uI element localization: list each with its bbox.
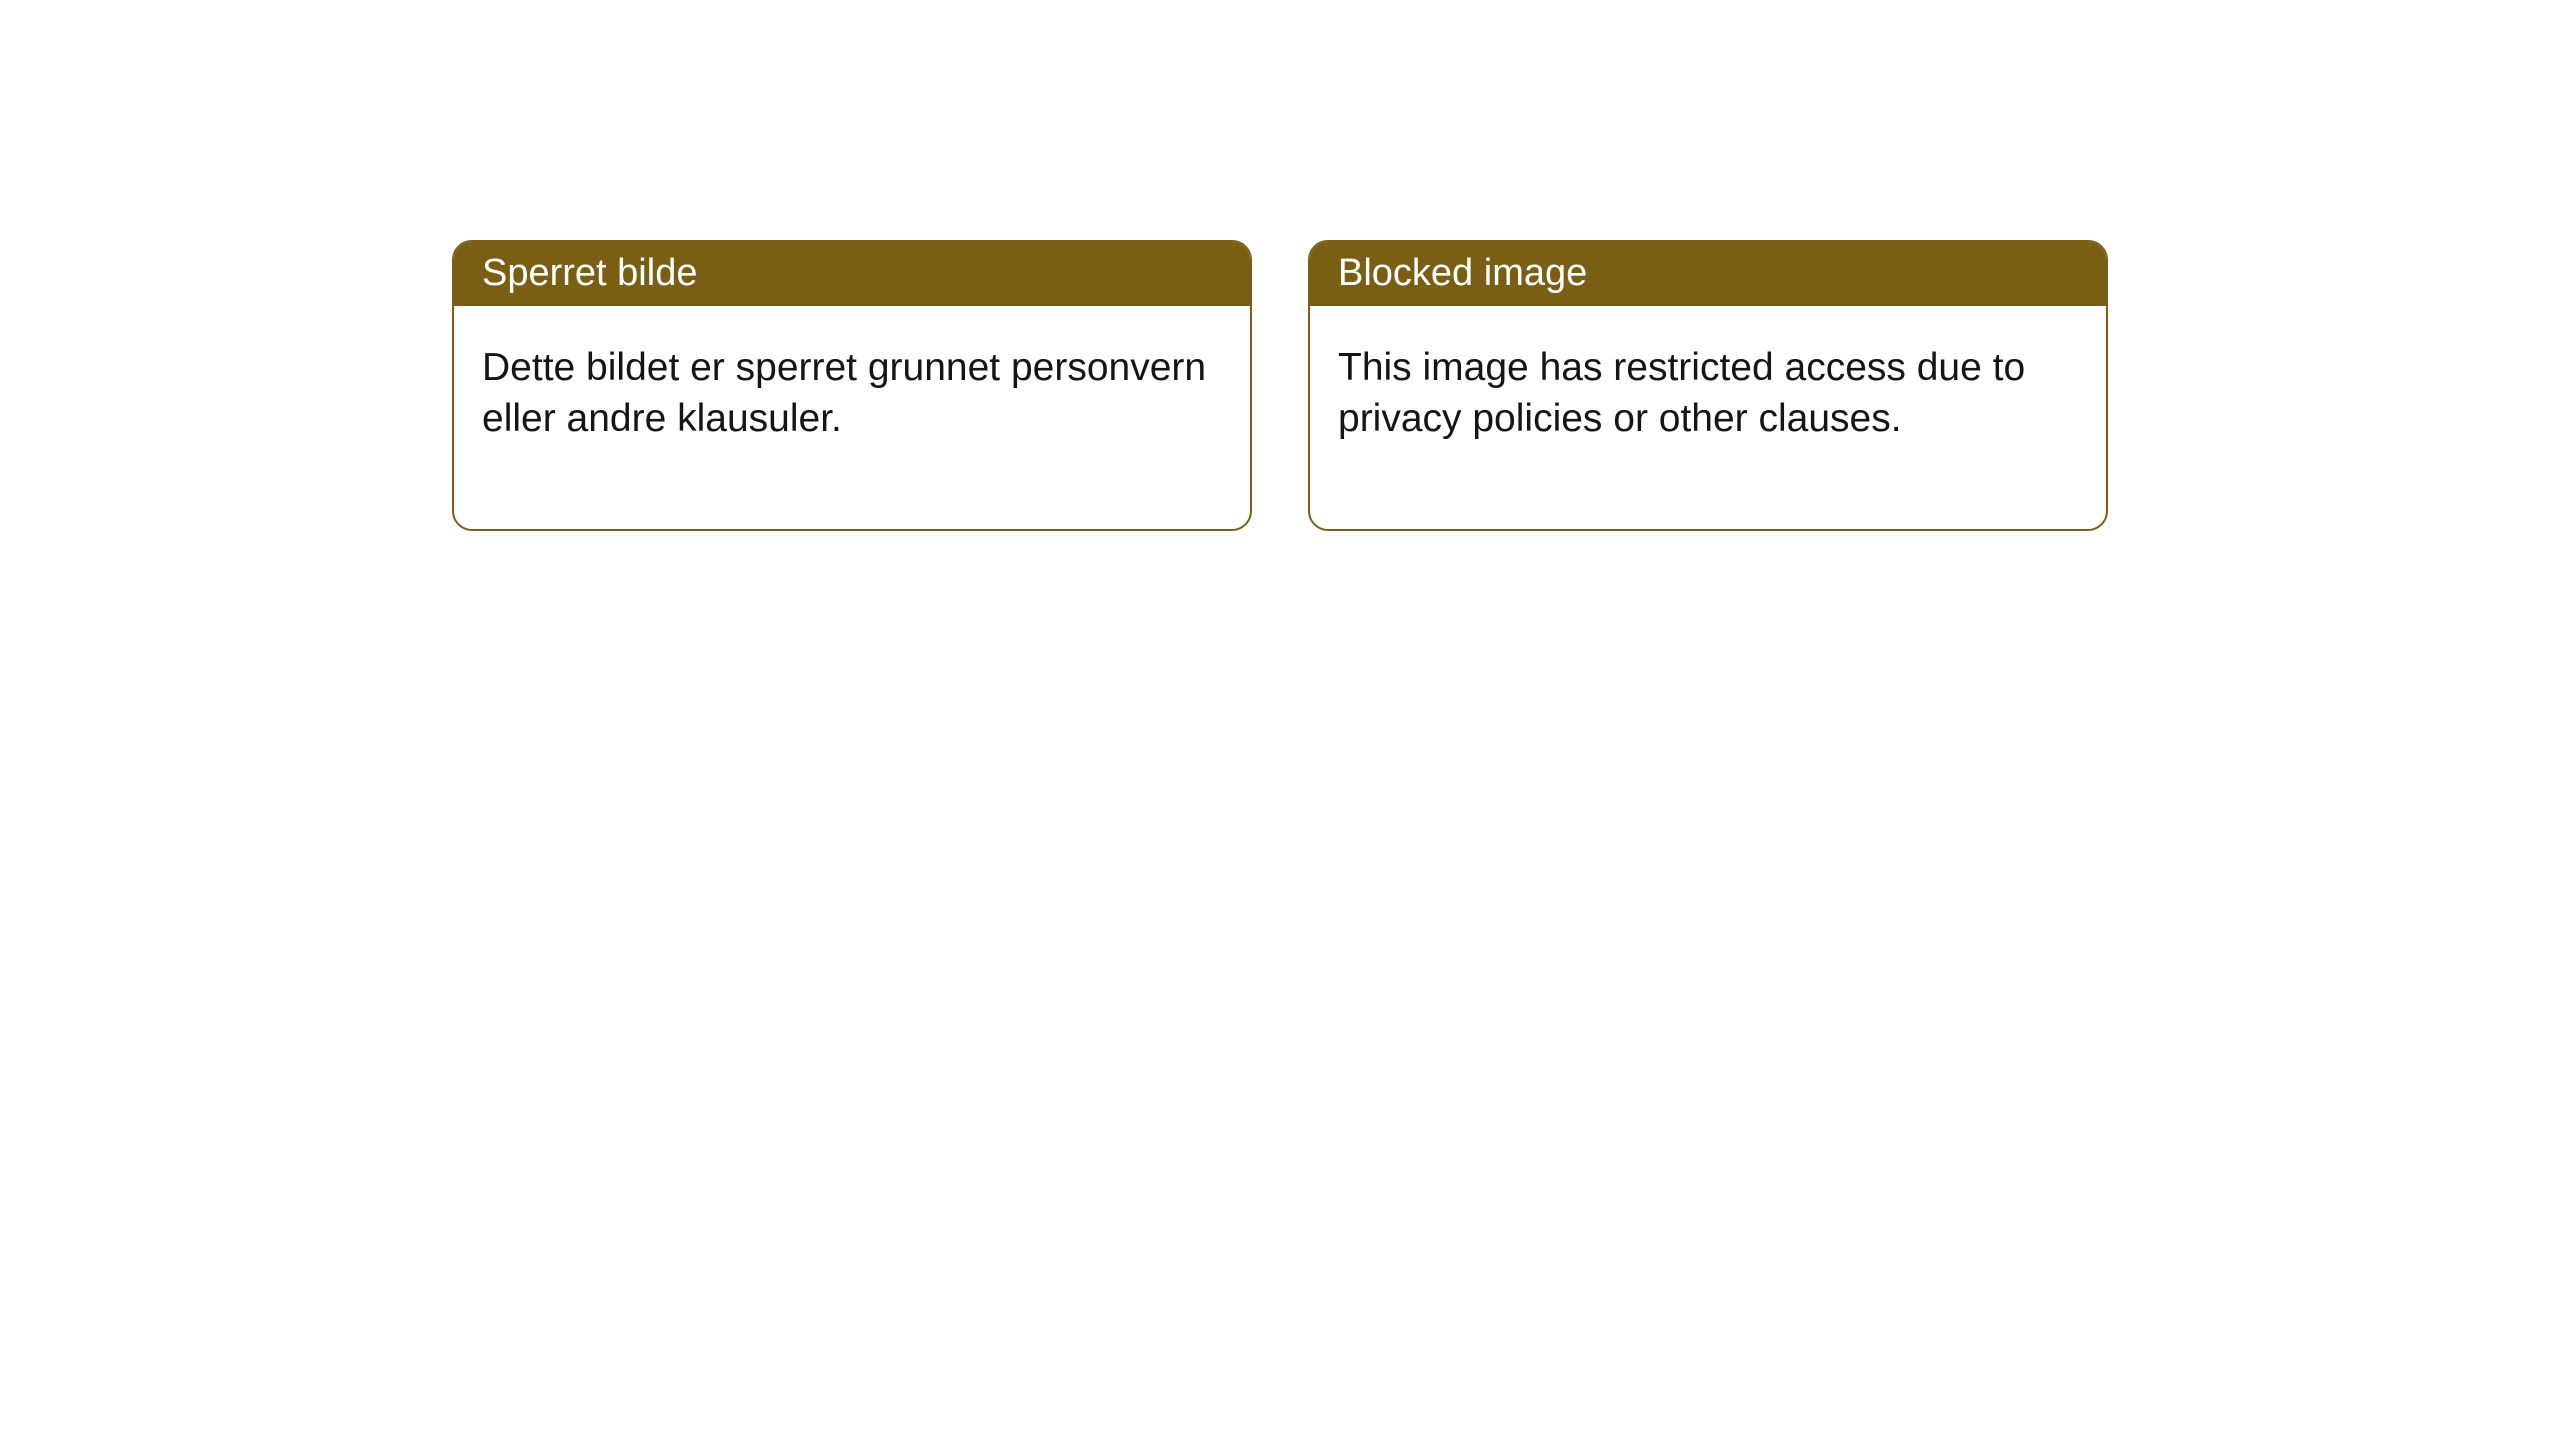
notice-title-en: Blocked image [1310,242,2106,306]
notice-title-no: Sperret bilde [454,242,1250,306]
notice-container: Sperret bilde Dette bildet er sperret gr… [452,240,2108,531]
notice-body-en: This image has restricted access due to … [1310,306,2106,529]
notice-body-no: Dette bildet er sperret grunnet personve… [454,306,1250,529]
notice-card-no: Sperret bilde Dette bildet er sperret gr… [452,240,1252,531]
notice-card-en: Blocked image This image has restricted … [1308,240,2108,531]
